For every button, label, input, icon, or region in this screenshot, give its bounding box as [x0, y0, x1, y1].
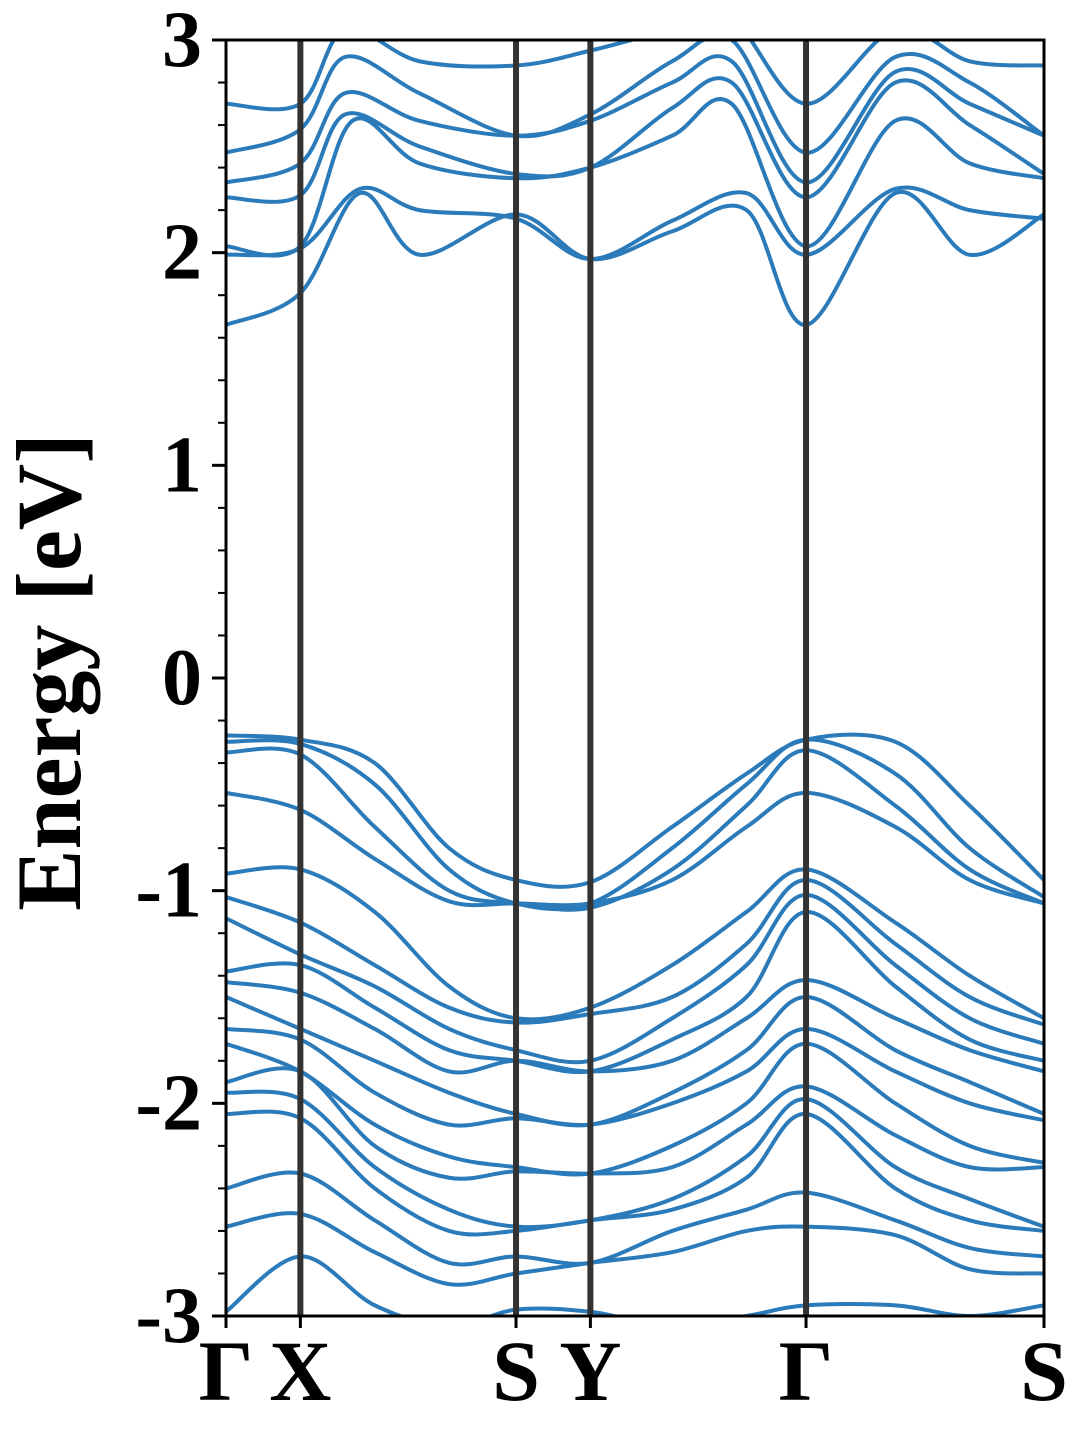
band-8 — [226, 732, 1044, 889]
kpoint-label-5: S — [1020, 1323, 1068, 1419]
y-tick-label: 3 — [162, 0, 202, 84]
kpoint-label-3: Y — [559, 1323, 621, 1419]
y-tick-label: 0 — [162, 634, 202, 722]
band-2 — [226, 185, 1044, 262]
kpoint-label-2: S — [492, 1323, 540, 1419]
plot-frame — [224, 38, 1046, 1318]
band-7 — [226, 40, 1044, 112]
band-17 — [226, 995, 1044, 1128]
y-axis-ticks: 3 2 1 0 -1 -2 -3 — [135, 0, 226, 1360]
kpoint-label-1: X — [269, 1323, 331, 1419]
band-14 — [226, 892, 1044, 1065]
band-21 — [226, 1089, 1044, 1230]
band-23 — [226, 1170, 1044, 1267]
kpoint-label-4: Γ — [779, 1323, 834, 1419]
kpoint-lines — [297, 40, 810, 1316]
band-5 — [226, 54, 1044, 185]
band-24 — [226, 1211, 1044, 1287]
band-13 — [226, 878, 1044, 1027]
y-tick-label: -2 — [135, 1059, 202, 1147]
y-tick-label: 1 — [162, 421, 202, 509]
band-6 — [226, 40, 1044, 155]
band-22 — [226, 1109, 1044, 1237]
band-15 — [226, 909, 1044, 1075]
y-tick-label: -1 — [135, 847, 202, 935]
band-3 — [226, 97, 1044, 258]
axes-box — [224, 38, 1046, 1318]
band-25 — [226, 1254, 1044, 1316]
band-20 — [226, 1066, 1044, 1181]
band-18 — [226, 1026, 1044, 1128]
y-axis-title: Energy [eV] — [0, 433, 100, 911]
band-1 — [226, 189, 1044, 327]
band-12 — [226, 865, 1044, 1022]
band-10 — [226, 746, 1044, 912]
band-16 — [226, 977, 1044, 1075]
band-9 — [226, 737, 1044, 912]
band-lines — [226, 40, 1044, 1316]
band-19 — [226, 1041, 1044, 1177]
kpoint-label-0: Γ — [199, 1323, 254, 1419]
band-4 — [226, 76, 1044, 204]
y-tick-label: -3 — [135, 1272, 202, 1360]
y-tick-label: 2 — [162, 209, 202, 297]
band-11 — [226, 790, 1044, 908]
